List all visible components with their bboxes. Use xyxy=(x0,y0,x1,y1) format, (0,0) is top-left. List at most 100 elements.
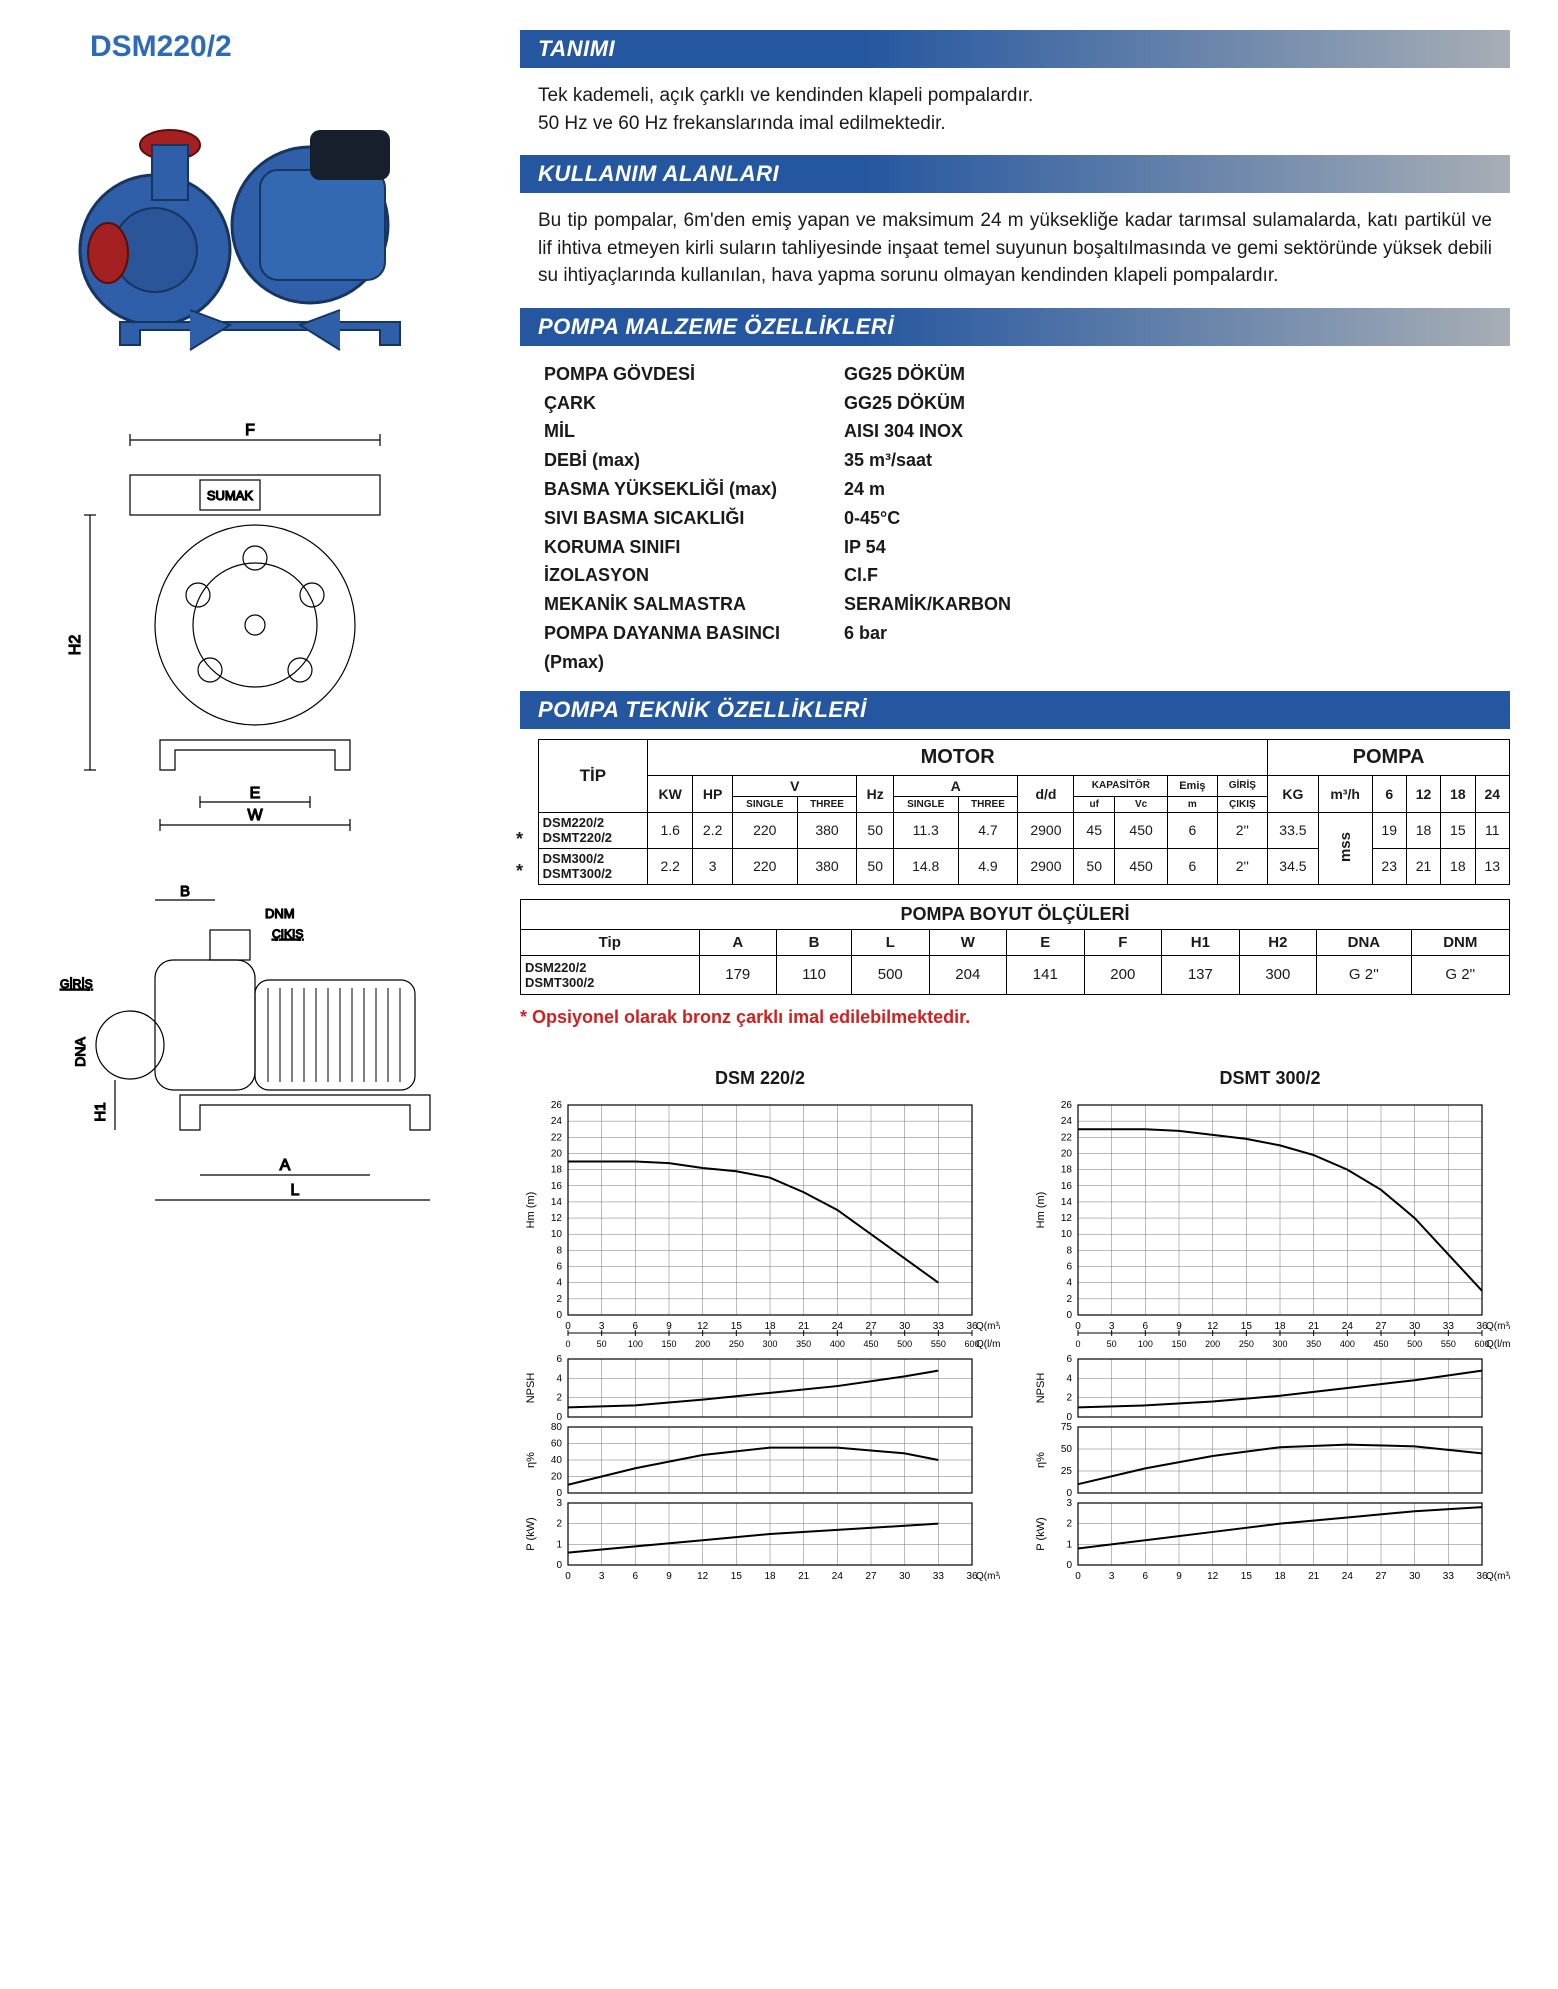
svg-text:η%: η% xyxy=(525,1452,537,1468)
svg-text:6: 6 xyxy=(1143,1571,1149,1582)
svg-text:14: 14 xyxy=(551,1197,563,1208)
material-row: BASMA YÜKSEKLİĞİ (max)24 m xyxy=(544,475,1486,504)
svg-text:26: 26 xyxy=(1061,1100,1073,1111)
dimension-table: POMPA BOYUT ÖLÇÜLERİ TipABLWEFH1H2DNADNM… xyxy=(520,899,1510,995)
tech-spec-table: TİP MOTOR POMPA KW HP V Hz A d/d KAPASİT… xyxy=(538,739,1510,885)
svg-text:0: 0 xyxy=(565,1571,571,1582)
svg-text:18: 18 xyxy=(551,1164,563,1175)
svg-text:200: 200 xyxy=(1205,1339,1220,1349)
svg-text:30: 30 xyxy=(1409,1571,1421,1582)
svg-text:2: 2 xyxy=(556,1519,562,1530)
svg-text:4: 4 xyxy=(556,1278,562,1289)
svg-text:3: 3 xyxy=(599,1571,605,1582)
svg-text:350: 350 xyxy=(1306,1339,1321,1349)
table-row: DSM220/2 DSMT220/21.62.22203805011.34.72… xyxy=(538,812,1509,848)
svg-text:24: 24 xyxy=(1061,1116,1073,1127)
section-definition-header: TANIMI xyxy=(520,30,1510,68)
svg-text:W: W xyxy=(247,807,263,824)
svg-text:B: B xyxy=(180,883,190,900)
svg-text:3: 3 xyxy=(1109,1571,1115,1582)
svg-text:26: 26 xyxy=(551,1100,563,1111)
svg-text:0: 0 xyxy=(556,1310,562,1321)
pump-photo xyxy=(50,80,430,380)
material-row: POMPA DAYANMA BASINCI (Pmax)6 bar xyxy=(544,619,1486,677)
svg-text:2: 2 xyxy=(1066,1294,1072,1305)
svg-text:25: 25 xyxy=(1061,1466,1073,1477)
svg-text:12: 12 xyxy=(697,1571,709,1582)
svg-text:16: 16 xyxy=(551,1181,563,1192)
svg-text:Hm (m): Hm (m) xyxy=(1035,1192,1047,1229)
svg-text:21: 21 xyxy=(798,1571,810,1582)
material-row: DEBİ (max)35 m³/saat xyxy=(544,446,1486,475)
svg-text:P (kW): P (kW) xyxy=(1035,1517,1047,1550)
svg-text:6: 6 xyxy=(1066,1261,1072,1272)
product-code: DSM220/2 xyxy=(50,30,490,64)
svg-text:400: 400 xyxy=(1340,1339,1355,1349)
svg-text:15: 15 xyxy=(731,1571,743,1582)
svg-text:250: 250 xyxy=(729,1339,744,1349)
material-row: KORUMA SINIFIIP 54 xyxy=(544,533,1486,562)
svg-text:20: 20 xyxy=(551,1148,563,1159)
svg-text:DNM: DNM xyxy=(265,906,295,921)
svg-text:NPSH: NPSH xyxy=(1035,1373,1047,1404)
svg-text:33: 33 xyxy=(933,1571,945,1582)
svg-text:60: 60 xyxy=(551,1438,563,1449)
svg-text:10: 10 xyxy=(551,1229,563,1240)
material-specs: POMPA GÖVDESİGG25 DÖKÜMÇARKGG25 DÖKÜMMİL… xyxy=(520,356,1510,691)
svg-text:H2: H2 xyxy=(67,635,84,656)
svg-text:24: 24 xyxy=(832,1571,844,1582)
svg-text:450: 450 xyxy=(1373,1339,1388,1349)
svg-text:20: 20 xyxy=(551,1471,563,1482)
svg-text:27: 27 xyxy=(865,1571,877,1582)
svg-text:18: 18 xyxy=(1274,1571,1286,1582)
svg-text:15: 15 xyxy=(1241,1571,1253,1582)
material-row: MİLAISI 304 INOX xyxy=(544,417,1486,446)
svg-text:2: 2 xyxy=(556,1393,562,1404)
svg-text:50: 50 xyxy=(1061,1444,1073,1455)
chart-dsmt300: DSMT 300/2 03691215182124273033360246810… xyxy=(1030,1068,1510,1617)
svg-text:L: L xyxy=(291,1182,300,1199)
svg-text:0: 0 xyxy=(1066,1310,1072,1321)
svg-text:8: 8 xyxy=(556,1245,562,1256)
svg-text:3: 3 xyxy=(1066,1498,1072,1509)
svg-text:9: 9 xyxy=(1176,1571,1182,1582)
svg-text:6: 6 xyxy=(556,1354,562,1365)
svg-text:η%: η% xyxy=(1035,1452,1047,1468)
svg-text:0: 0 xyxy=(1066,1560,1072,1571)
svg-text:18: 18 xyxy=(1061,1164,1073,1175)
svg-text:24: 24 xyxy=(1342,1571,1354,1582)
svg-text:300: 300 xyxy=(762,1339,777,1349)
svg-text:4: 4 xyxy=(556,1373,562,1384)
svg-text:50: 50 xyxy=(1107,1339,1117,1349)
svg-text:12: 12 xyxy=(551,1213,563,1224)
material-row: İZOLASYONCl.F xyxy=(544,561,1486,590)
svg-text:DNA: DNA xyxy=(72,1037,88,1067)
svg-text:500: 500 xyxy=(1407,1339,1422,1349)
svg-text:6: 6 xyxy=(633,1571,639,1582)
svg-text:12: 12 xyxy=(1061,1213,1073,1224)
svg-text:150: 150 xyxy=(661,1339,676,1349)
material-row: POMPA GÖVDESİGG25 DÖKÜM xyxy=(544,360,1486,389)
svg-text:24: 24 xyxy=(551,1116,563,1127)
svg-text:Hm (m): Hm (m) xyxy=(525,1192,537,1229)
section-definition-body: Tek kademeli, açık çarklı ve kendinden k… xyxy=(520,78,1510,155)
svg-text:Q(m³/h): Q(m³/h) xyxy=(976,1571,1000,1582)
svg-text:SUMAK: SUMAK xyxy=(207,488,254,503)
svg-text:20: 20 xyxy=(1061,1148,1073,1159)
svg-text:10: 10 xyxy=(1061,1229,1073,1240)
svg-text:F: F xyxy=(245,422,255,439)
svg-text:1: 1 xyxy=(1066,1539,1072,1550)
svg-text:30: 30 xyxy=(899,1571,911,1582)
chart-dsm220: DSM 220/2 036912151821242730333602468101… xyxy=(520,1068,1000,1617)
svg-text:Q(l/min): Q(l/min) xyxy=(976,1339,1000,1350)
material-row: ÇARKGG25 DÖKÜM xyxy=(544,389,1486,418)
svg-text:Q(m³/h): Q(m³/h) xyxy=(1486,1571,1510,1582)
svg-text:4: 4 xyxy=(1066,1373,1072,1384)
svg-text:80: 80 xyxy=(551,1422,563,1433)
svg-text:250: 250 xyxy=(1239,1339,1254,1349)
svg-text:550: 550 xyxy=(931,1339,946,1349)
svg-text:200: 200 xyxy=(695,1339,710,1349)
svg-text:3: 3 xyxy=(556,1498,562,1509)
svg-text:0: 0 xyxy=(565,1339,570,1349)
svg-text:2: 2 xyxy=(556,1294,562,1305)
